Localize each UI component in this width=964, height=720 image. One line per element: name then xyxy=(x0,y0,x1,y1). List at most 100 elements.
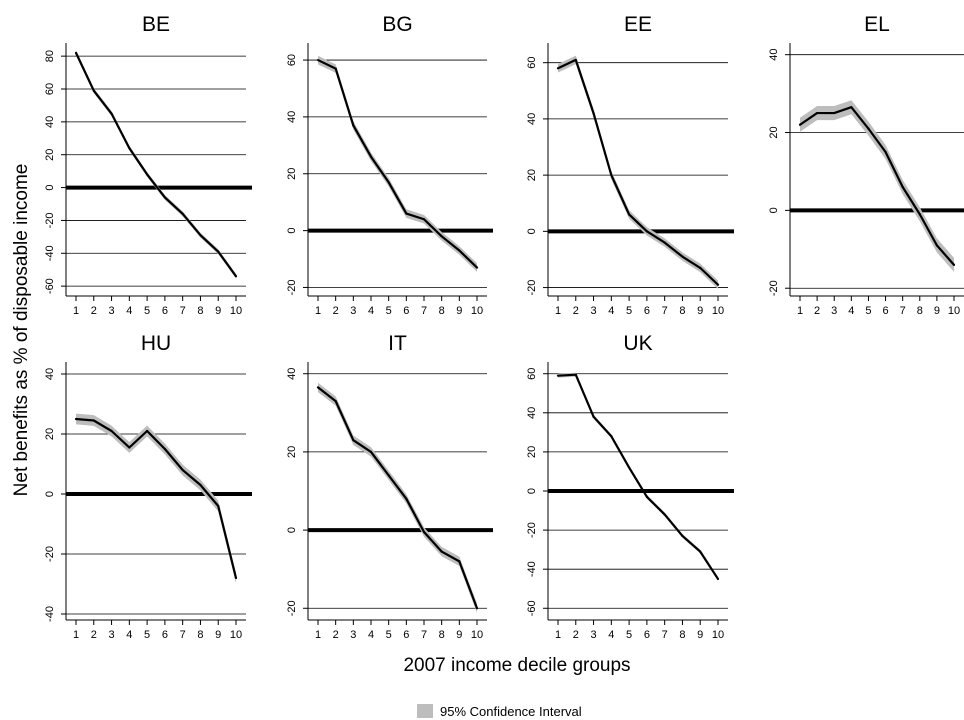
x-tick-label: 7 xyxy=(900,305,906,317)
x-tick-label: 2 xyxy=(814,305,820,317)
y-tick-label: 60 xyxy=(526,368,538,380)
data-point xyxy=(387,474,390,477)
data-point xyxy=(610,174,613,177)
data-point xyxy=(316,386,320,389)
y-tick-label: -20 xyxy=(44,546,56,562)
data-point xyxy=(716,283,720,286)
x-tick-label: 2 xyxy=(333,305,339,317)
x-tick-label: 5 xyxy=(144,629,150,641)
x-tick-label: 7 xyxy=(421,629,427,641)
series-line xyxy=(75,417,238,579)
y-tick-label: 20 xyxy=(286,168,298,180)
data-point xyxy=(699,550,702,553)
data-point xyxy=(163,196,166,199)
data-point xyxy=(199,483,202,487)
x-tick-label: 7 xyxy=(662,629,668,641)
data-point xyxy=(592,415,595,418)
data-point xyxy=(850,106,853,109)
data-point xyxy=(74,51,78,54)
x-tick-label: 3 xyxy=(108,305,114,317)
x-tick-label: 10 xyxy=(471,305,483,317)
data-point xyxy=(475,266,479,269)
y-tick-label: -60 xyxy=(526,600,538,616)
x-tick-label: 1 xyxy=(315,305,321,317)
data-point xyxy=(334,67,337,70)
data-point xyxy=(592,112,595,115)
x-tick-label: 1 xyxy=(797,305,803,317)
x-tick-label: 3 xyxy=(350,305,356,317)
x-tick-label: 9 xyxy=(215,305,221,317)
y-tick-label: 40 xyxy=(286,368,298,380)
data-point xyxy=(645,495,648,498)
x-tick-label: 1 xyxy=(555,305,561,317)
x-tick-label: 10 xyxy=(712,629,724,641)
data-point xyxy=(645,230,648,233)
data-point xyxy=(369,155,373,158)
x-tick-label: 10 xyxy=(948,305,960,317)
x-tick-label: 10 xyxy=(230,629,242,641)
confidence-band xyxy=(318,55,477,272)
legend: 95% Confidence Interval xyxy=(417,704,582,719)
panel-title: EE xyxy=(624,13,652,36)
panel-it: IT -20 0 20 40 1 2 3 4 5 6 7 8 9 10 xyxy=(286,332,493,641)
y-axis-label: Net benefits as % of disposable income xyxy=(11,164,32,497)
data-point xyxy=(316,58,320,62)
data-point xyxy=(663,241,666,244)
y-tick-label: -20 xyxy=(286,280,298,296)
panel-bg: BG -20 0 20 40 60 1 2 3 4 5 6 7 8 9 10 xyxy=(286,13,493,317)
series-line xyxy=(317,59,478,269)
data-point xyxy=(458,560,461,563)
data-point xyxy=(334,399,337,403)
data-point xyxy=(699,266,702,269)
legend-label: 95% Confidence Interval xyxy=(440,704,582,719)
x-tick-label: 7 xyxy=(662,305,668,317)
y-tick-label: -20 xyxy=(44,212,56,228)
x-tick-label: 9 xyxy=(456,305,462,317)
x-tick-label: 4 xyxy=(126,305,132,317)
data-point xyxy=(867,127,870,130)
x-tick-label: 1 xyxy=(73,305,79,317)
data-point xyxy=(234,275,238,278)
data-point xyxy=(422,218,426,221)
x-tick-label: 1 xyxy=(555,629,561,641)
y-tick-label: 20 xyxy=(526,169,538,181)
panel-el: EL -20 0 20 40 1 2 3 4 5 6 7 8 9 10 xyxy=(768,13,964,317)
x-tick-label: 1 xyxy=(315,629,321,641)
x-tick-label: 8 xyxy=(439,305,445,317)
x-tick-label: 3 xyxy=(590,629,596,641)
series-line xyxy=(557,373,719,580)
x-tick-label: 5 xyxy=(626,629,632,641)
data-point xyxy=(681,255,684,258)
data-point xyxy=(110,112,113,115)
y-tick-label: 0 xyxy=(526,228,538,234)
y-tick-label: 40 xyxy=(44,368,56,380)
panel-hu: HU -40 -20 0 20 40 1 2 3 4 5 6 7 8 9 10 xyxy=(44,332,252,641)
x-tick-label: 4 xyxy=(368,629,374,641)
y-tick-label: 0 xyxy=(768,207,780,213)
data-point xyxy=(628,213,631,216)
data-point xyxy=(181,468,184,472)
y-tick-label: 0 xyxy=(526,488,538,494)
series-line xyxy=(75,52,237,277)
data-point xyxy=(387,181,390,184)
x-tick-label: 6 xyxy=(644,629,650,641)
data-point xyxy=(574,373,577,376)
x-tick-label: 4 xyxy=(126,629,132,641)
panel-ee: EE -20 0 20 40 60 1 2 3 4 5 6 7 8 9 10 xyxy=(526,13,734,317)
data-point xyxy=(405,212,408,215)
data-point xyxy=(234,576,238,580)
x-tick-label: 8 xyxy=(917,305,923,317)
y-tick-label: -20 xyxy=(526,280,538,296)
data-point xyxy=(798,123,802,126)
x-tick-label: 6 xyxy=(403,305,409,317)
x-tick-label: 4 xyxy=(608,629,614,641)
data-point xyxy=(181,212,184,215)
x-tick-label: 6 xyxy=(162,305,168,317)
data-point xyxy=(681,534,684,538)
data-point xyxy=(369,450,373,454)
data-point xyxy=(163,447,166,451)
x-tick-label: 5 xyxy=(386,305,392,317)
legend-swatch xyxy=(417,704,433,718)
y-tick-label: 40 xyxy=(526,113,538,125)
x-tick-label: 9 xyxy=(934,305,940,317)
